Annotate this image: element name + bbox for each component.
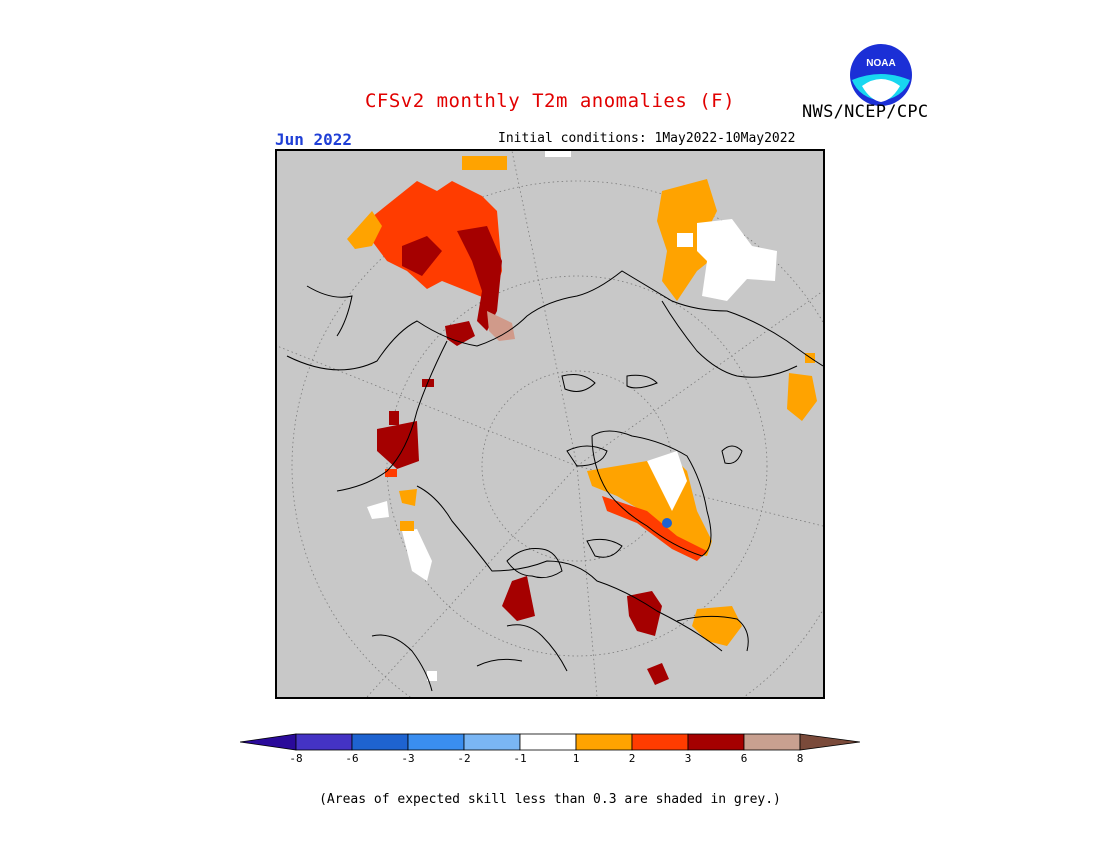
colorbar-bin (295, 733, 353, 751)
agency-label: NWS/NCEP/CPC (802, 102, 929, 122)
colorbar-tick-label: 3 (684, 752, 692, 765)
logo-text: NOAA (866, 58, 895, 69)
noaa-logo-icon: NOAA (850, 44, 912, 106)
anomaly-patch-siberia-dark (402, 236, 442, 276)
anomaly-patch-great-lakes (647, 663, 669, 685)
anomaly-patch-baltic (677, 233, 693, 247)
colorbar-tick-label: 6 (740, 752, 748, 765)
anomaly-patch-greenland-white (647, 451, 687, 511)
colorbar-bin (351, 733, 409, 751)
colorbar-low-arrow (240, 733, 297, 751)
anomaly-patch-top-white (545, 151, 571, 157)
anomaly-patch-lena (457, 226, 502, 331)
anomaly-patch-caribbean (725, 619, 735, 627)
colorbar-bin (463, 733, 521, 751)
polar-map (275, 149, 825, 699)
anomaly-patch-japan-orange (405, 493, 415, 501)
colorbar-tick-label: 8 (796, 752, 804, 765)
anomaly-patch-rockies (402, 529, 432, 581)
colorbar-bin (687, 733, 745, 751)
colorbar-tick-label: -1 (513, 752, 527, 765)
anomaly-patch-rockies-orange (400, 521, 414, 531)
skill-footnote: (Areas of expected skill less than 0.3 a… (319, 792, 781, 807)
anomaly-patch-alaska-white (367, 501, 389, 519)
anomaly-patch-siberia (367, 181, 502, 301)
chart-title: CFSv2 monthly T2m anomalies (F) (364, 90, 736, 112)
colorbar-bin (407, 733, 465, 751)
colorbar (240, 733, 860, 751)
initial-conditions: Initial conditions: 1May2022-10May2022 (498, 131, 796, 146)
anomaly-patch-kamchatka-2 (389, 411, 399, 425)
colorbar-bin (743, 733, 801, 751)
anomaly-patch-greenland-red (602, 496, 707, 561)
colorbar-tick-label: 2 (628, 752, 636, 765)
anomaly-patch-kamchatka (377, 421, 419, 469)
colorbar-tick-label: -2 (457, 752, 471, 765)
anomaly-patch-greenland-blue (662, 518, 672, 528)
anomaly-patch-kamchatka-3 (385, 469, 397, 477)
colorbar-tick-label: -3 (401, 752, 415, 765)
coastlines (286, 270, 823, 692)
colorbar-tick-label: 1 (572, 752, 580, 765)
anomaly-patch-caspian (787, 373, 817, 421)
anomaly-patch-alaska-red (502, 576, 535, 621)
anomaly-patch-siberia-orange (347, 211, 382, 249)
anomaly-patch-quebec-orange (692, 606, 742, 646)
colorbar-tick-label: -6 (345, 752, 359, 765)
anomaly-patches (347, 151, 817, 685)
forecast-month: Jun 2022 (275, 130, 353, 149)
anomaly-patch-laptev (487, 311, 515, 341)
anomaly-patch-us-white (427, 671, 437, 681)
colorbar-high-arrow (799, 733, 860, 751)
colorbar-bin (631, 733, 689, 751)
colorbar-tick-label: -8 (289, 752, 303, 765)
colorbar-bin (575, 733, 633, 751)
colorbar-bin (519, 733, 577, 751)
anomaly-patch-russia-white (697, 219, 777, 301)
anomaly-patch-chukotka-top (462, 156, 507, 170)
anomaly-patch-hudson (627, 591, 662, 636)
